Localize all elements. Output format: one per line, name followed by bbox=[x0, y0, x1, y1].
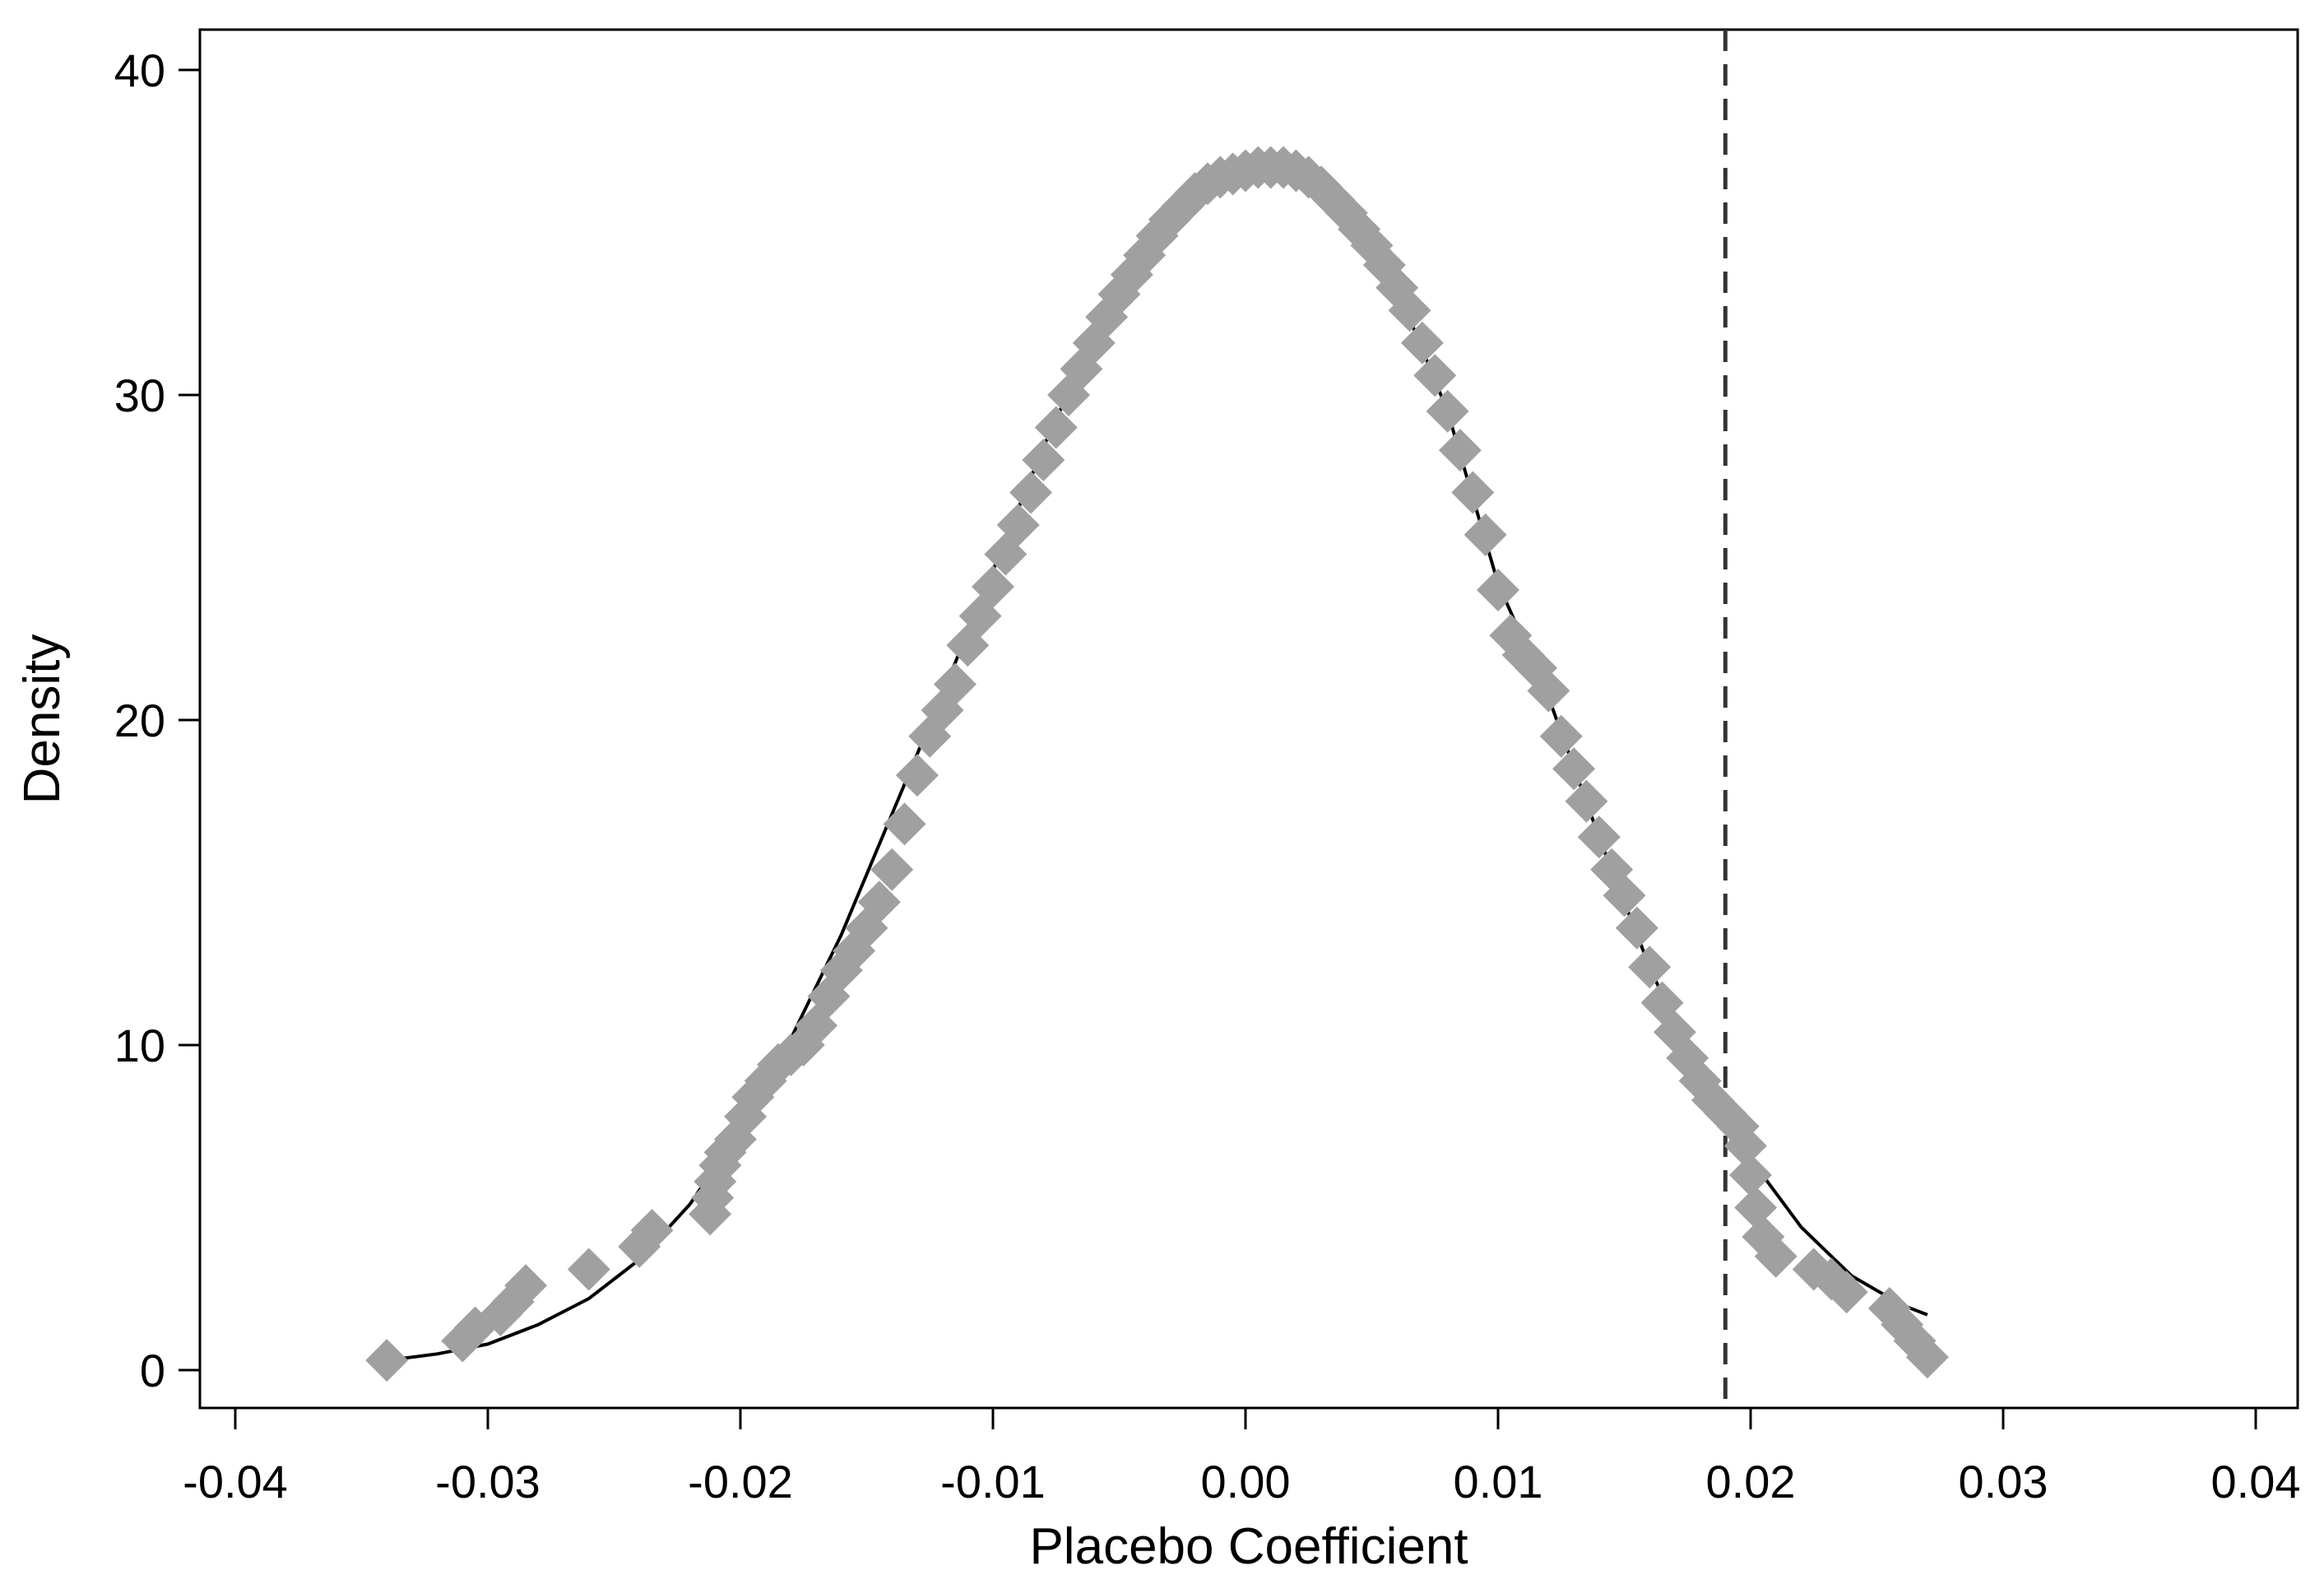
scatter-point bbox=[1527, 669, 1570, 713]
scatter-point bbox=[1388, 289, 1431, 332]
scatter-point bbox=[1552, 747, 1596, 791]
scatter-point bbox=[1438, 429, 1482, 472]
x-tick-label: -0.03 bbox=[435, 1456, 540, 1508]
y-axis: 0 10 20 30 40 bbox=[114, 44, 200, 1396]
scatter-point bbox=[630, 1209, 674, 1252]
x-tick-label: 0.03 bbox=[1959, 1456, 2048, 1508]
y-tick-label: 0 bbox=[140, 1345, 165, 1396]
scatter-point bbox=[857, 880, 901, 924]
scatter-point bbox=[895, 754, 939, 797]
scatter-point bbox=[1539, 714, 1583, 758]
x-tick-label: 0.04 bbox=[2211, 1456, 2301, 1508]
scatter-point bbox=[1009, 471, 1053, 514]
scatter-point bbox=[1603, 874, 1646, 918]
y-tick-label: 40 bbox=[114, 44, 165, 96]
scatter-point bbox=[1451, 471, 1495, 514]
scatter-point bbox=[883, 802, 926, 846]
x-tick-label: -0.04 bbox=[183, 1456, 288, 1508]
scatter-point bbox=[1729, 1154, 1772, 1196]
scatter-point bbox=[1413, 354, 1457, 397]
scatter-layer bbox=[365, 146, 1949, 1382]
y-tick-label: 30 bbox=[114, 369, 165, 421]
scatter-point bbox=[1734, 1186, 1778, 1229]
plot-area bbox=[198, 28, 2299, 1410]
scatter-point bbox=[870, 848, 914, 891]
scatter-point bbox=[1754, 1234, 1798, 1278]
scatter-point bbox=[1464, 513, 1507, 556]
y-tick-label: 20 bbox=[114, 695, 165, 746]
scatter-point bbox=[1905, 1336, 1949, 1379]
scatter-point bbox=[1565, 779, 1608, 823]
x-tick-label: 0.02 bbox=[1706, 1456, 1796, 1508]
scatter-point bbox=[1825, 1271, 1868, 1314]
scatter-point bbox=[1615, 906, 1658, 950]
scatter-point bbox=[972, 565, 1014, 609]
scatter-point bbox=[1400, 321, 1444, 365]
scatter-point bbox=[819, 949, 863, 992]
scatter-point bbox=[504, 1264, 548, 1308]
scatter-point bbox=[1628, 945, 1672, 989]
x-tick-label: -0.01 bbox=[940, 1456, 1046, 1508]
scatter-point bbox=[567, 1247, 610, 1291]
scatter-point bbox=[1022, 439, 1065, 481]
scatter-point bbox=[996, 504, 1040, 546]
scatter-point bbox=[365, 1339, 409, 1382]
x-tick-label: -0.02 bbox=[688, 1456, 793, 1508]
scatter-point bbox=[1477, 569, 1519, 611]
scatter-point bbox=[933, 662, 976, 706]
scatter-point bbox=[1577, 815, 1621, 859]
x-axis-title: Placebo Coefficient bbox=[1029, 1518, 1468, 1575]
scatter-point bbox=[1426, 389, 1469, 433]
scatter-point bbox=[1034, 406, 1078, 449]
x-tick-label: 0.00 bbox=[1201, 1456, 1291, 1508]
scatter-point bbox=[1723, 1124, 1767, 1168]
y-axis-title: Density bbox=[14, 634, 71, 805]
scatter-point bbox=[1148, 197, 1191, 241]
x-axis: -0.04 -0.03 -0.02 -0.01 0.00 0.01 0.02 0.03 0.04 bbox=[183, 1408, 2301, 1508]
x-tick-label: 0.01 bbox=[1454, 1456, 1543, 1508]
y-tick-label: 10 bbox=[114, 1020, 165, 1071]
